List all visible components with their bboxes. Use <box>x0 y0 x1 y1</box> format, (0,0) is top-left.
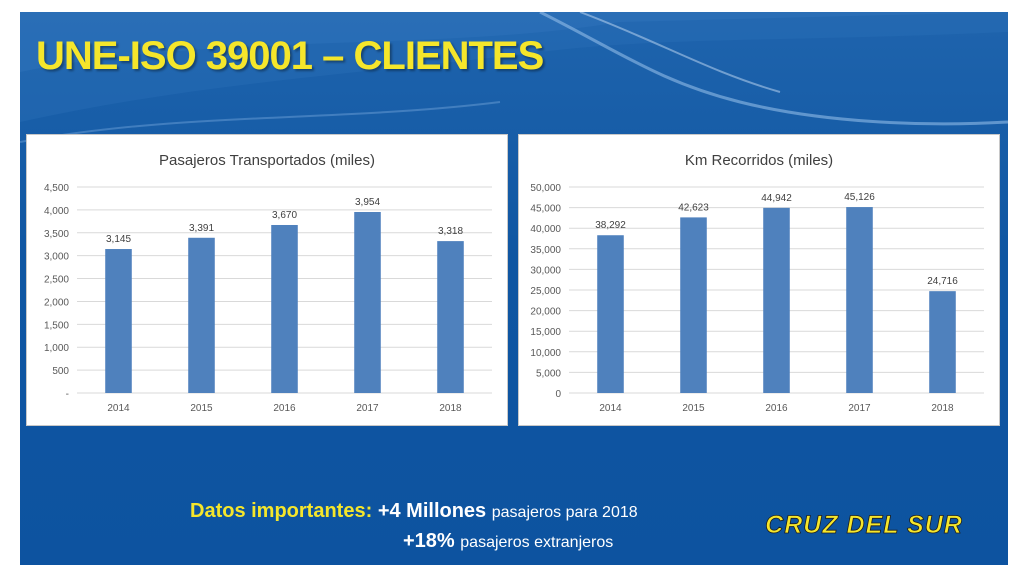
y-tick-label: 15,000 <box>530 327 561 338</box>
y-tick-label: 50,000 <box>530 183 561 194</box>
info-line-1: Datos importantes: +4 Millones pasajeros… <box>190 500 638 523</box>
x-tick-label: 2014 <box>599 403 622 414</box>
x-tick-label: 2017 <box>356 403 379 414</box>
info-text-2: pasajeros extranjeros <box>460 534 614 551</box>
y-tick-label: 25,000 <box>530 286 561 297</box>
chart-pasajeros: Pasajeros Transportados (miles) - 500 1,000… <box>44 152 492 414</box>
x-tick-label: 2016 <box>273 403 296 414</box>
bar <box>680 217 707 393</box>
bar <box>437 241 464 393</box>
y-tick-label: 4,000 <box>44 206 69 217</box>
data-label: 3,318 <box>438 226 463 237</box>
wave-decoration <box>20 12 1008 143</box>
y-tick-label: 500 <box>52 366 69 377</box>
y-tick-label: 1,500 <box>44 320 69 331</box>
data-label: 3,670 <box>272 210 297 221</box>
slide-title: UNE-ISO 39001 – CLIENTES <box>36 34 544 78</box>
bar <box>354 211 381 393</box>
x-tick-label: 2018 <box>931 403 954 414</box>
data-label: 3,391 <box>189 223 214 234</box>
y-tick-label: 30,000 <box>530 265 561 276</box>
info-highlight-1: +4 Millones <box>377 500 487 522</box>
data-label: 3,954 <box>355 197 380 208</box>
data-label: 24,716 <box>927 276 958 287</box>
x-tick-label: 2014 <box>107 403 130 414</box>
bar <box>929 291 956 393</box>
info-highlight-2: +18% <box>403 530 455 552</box>
data-label: 42,623 <box>678 202 709 213</box>
slide: UNE-ISO 39001 – CLIENTES Pasajeros Trans… <box>20 12 1008 565</box>
data-label: 45,126 <box>844 192 875 203</box>
x-tick-label: 2016 <box>765 403 788 414</box>
x-tick-label: 2017 <box>848 403 871 414</box>
data-label: 38,292 <box>595 220 626 231</box>
info-line-2: +18% pasajeros extranjeros <box>403 530 613 553</box>
cruz-del-sur-logo: CRUZ DEL SUR <box>765 511 963 540</box>
bar <box>597 235 624 393</box>
y-tick-label: 2,500 <box>44 275 69 286</box>
chart-panel-km: Km Recorridos (miles) 0 5,000 10,000 15,000 2… <box>518 134 1000 426</box>
bar <box>188 237 215 393</box>
info-label: Datos importantes: <box>190 500 373 522</box>
y-tick-label: 35,000 <box>530 245 561 256</box>
bar <box>846 207 873 393</box>
logo-text: CRUZ DEL SUR <box>765 511 963 539</box>
bar <box>105 249 132 393</box>
chart-panel-pasajeros: Pasajeros Transportados (miles) - 500 1,000… <box>26 134 508 426</box>
data-label: 3,145 <box>106 234 131 245</box>
info-text-1: pasajeros para 2018 <box>491 504 638 521</box>
x-tick-label: 2015 <box>682 403 705 414</box>
bar <box>763 207 790 393</box>
y-tick-label: 1,000 <box>44 343 69 354</box>
x-tick-label: 2018 <box>439 403 462 414</box>
y-tick-label: 0 <box>555 389 561 400</box>
data-label: 44,942 <box>761 193 792 204</box>
y-tick-label: 5,000 <box>536 368 561 379</box>
x-tick-label: 2015 <box>190 403 213 414</box>
y-tick-label: 4,500 <box>44 183 69 194</box>
y-tick-label: - <box>66 389 69 400</box>
y-tick-label: 20,000 <box>530 307 561 318</box>
info-block: Datos importantes: +4 Millones pasajeros… <box>190 500 638 552</box>
chart-title: Pasajeros Transportados (miles) <box>159 152 375 169</box>
y-tick-label: 10,000 <box>530 348 561 359</box>
y-tick-label: 40,000 <box>530 224 561 235</box>
chart-km: Km Recorridos (miles) 0 5,000 10,000 15,000 2… <box>530 152 984 414</box>
y-tick-label: 45,000 <box>530 204 561 215</box>
chart-title: Km Recorridos (miles) <box>685 152 833 169</box>
y-tick-label: 3,500 <box>44 229 69 240</box>
y-tick-label: 3,000 <box>44 252 69 263</box>
y-tick-label: 2,000 <box>44 297 69 308</box>
bar <box>271 224 298 393</box>
